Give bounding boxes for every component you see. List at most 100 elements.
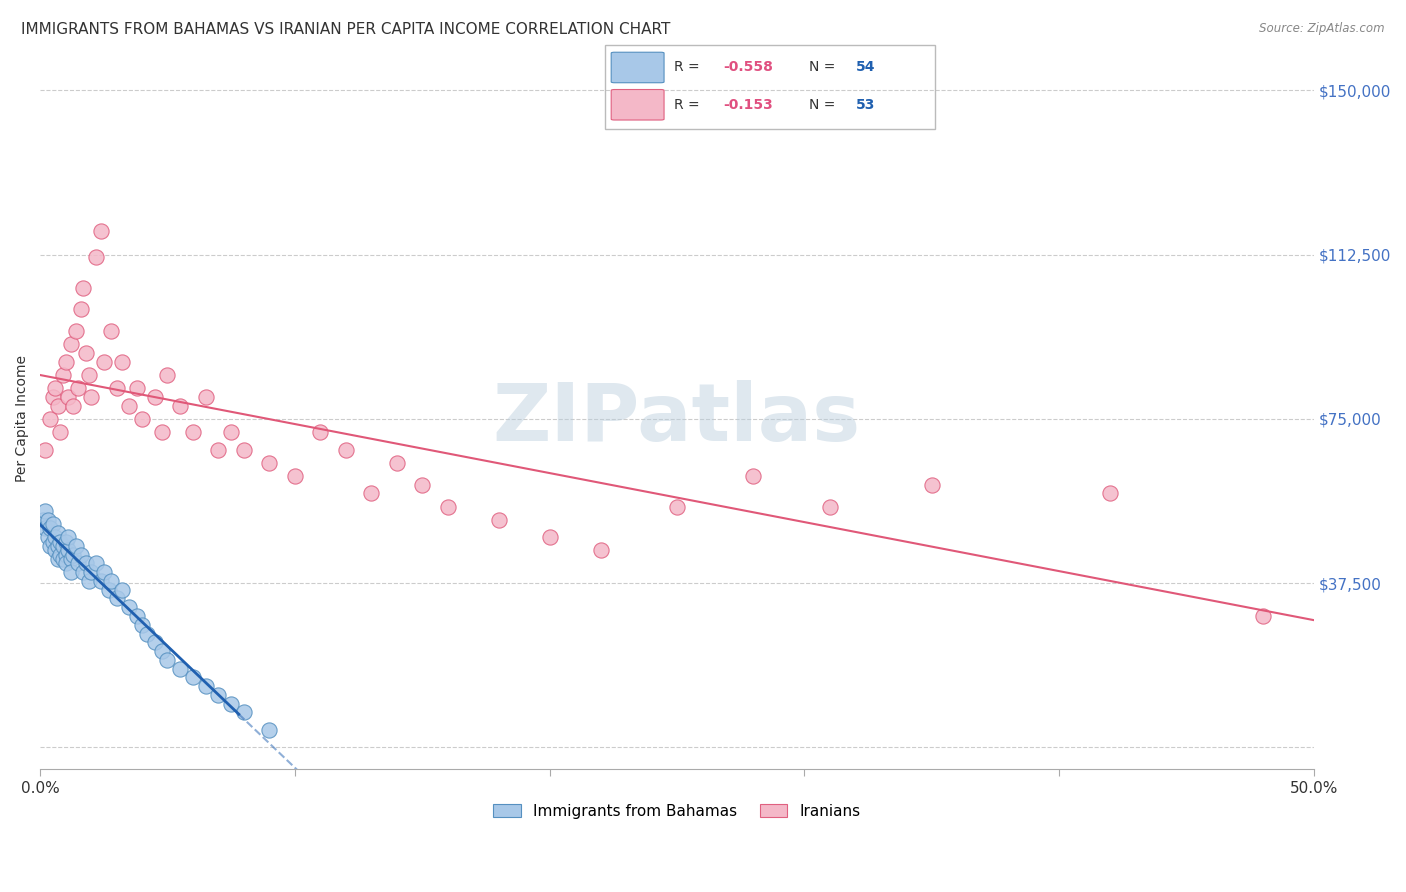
FancyBboxPatch shape [612, 89, 664, 120]
Text: N =: N = [810, 61, 841, 74]
Point [207, 688, 229, 702]
Point [136, 626, 159, 640]
Point [309, 425, 332, 439]
Point [77, 574, 100, 588]
Point [44, 543, 66, 558]
Point [665, 500, 688, 514]
Point [55, 548, 77, 562]
Point [194, 679, 217, 693]
Point [46, 399, 69, 413]
Point [56, 390, 79, 404]
Point [125, 381, 148, 395]
Point [67, 381, 90, 395]
Text: Source: ZipAtlas.com: Source: ZipAtlas.com [1260, 22, 1385, 36]
Point [742, 468, 765, 483]
Point [52, 539, 75, 553]
Point [49, 425, 72, 439]
Point [118, 600, 141, 615]
Point [259, 456, 281, 470]
Point [49, 548, 72, 562]
Point [84, 557, 107, 571]
Point [42, 516, 65, 531]
Point [42, 390, 65, 404]
Point [100, 574, 122, 588]
Point [44, 530, 66, 544]
Text: R =: R = [673, 61, 704, 74]
Point [37, 530, 59, 544]
Point [84, 250, 107, 264]
Text: -0.153: -0.153 [724, 98, 773, 112]
Point [80, 390, 103, 404]
Point [62, 399, 84, 413]
Point [538, 530, 561, 544]
Point [70, 302, 93, 317]
Point [93, 565, 115, 579]
Point [259, 723, 281, 737]
Point [80, 565, 103, 579]
Point [44, 381, 66, 395]
Text: N =: N = [810, 98, 841, 112]
Point [131, 617, 153, 632]
Text: 53: 53 [856, 98, 875, 112]
Point [100, 324, 122, 338]
Text: -0.558: -0.558 [724, 61, 773, 74]
Text: 54: 54 [856, 61, 875, 74]
Point [1251, 609, 1274, 624]
Text: ZIPatlas: ZIPatlas [494, 380, 860, 458]
Point [93, 355, 115, 369]
Point [156, 653, 179, 667]
Point [219, 425, 242, 439]
Point [143, 390, 166, 404]
Text: IMMIGRANTS FROM BAHAMAS VS IRANIAN PER CAPITA INCOME CORRELATION CHART: IMMIGRANTS FROM BAHAMAS VS IRANIAN PER C… [21, 22, 671, 37]
Point [488, 513, 510, 527]
Point [39, 539, 62, 553]
Text: R =: R = [673, 98, 704, 112]
Point [34, 442, 56, 457]
Point [150, 425, 173, 439]
Point [59, 337, 82, 351]
Point [46, 525, 69, 540]
Point [72, 565, 94, 579]
Point [105, 381, 128, 395]
Point [181, 425, 204, 439]
Point [52, 368, 75, 383]
Point [105, 591, 128, 606]
Point [75, 557, 97, 571]
Point [436, 500, 458, 514]
Point [150, 644, 173, 658]
Point [31, 513, 53, 527]
Point [125, 609, 148, 624]
Point [111, 582, 134, 597]
Point [67, 557, 90, 571]
Legend: Immigrants from Bahamas, Iranians: Immigrants from Bahamas, Iranians [486, 797, 868, 825]
Point [59, 565, 82, 579]
Point [55, 534, 77, 549]
Point [194, 390, 217, 404]
Point [818, 500, 841, 514]
Point [219, 697, 242, 711]
Point [111, 355, 134, 369]
Point [75, 346, 97, 360]
Point [65, 324, 87, 338]
FancyBboxPatch shape [612, 53, 664, 83]
Point [207, 442, 229, 457]
Point [232, 442, 254, 457]
Point [90, 223, 112, 237]
Point [385, 456, 408, 470]
Point [1098, 486, 1121, 500]
Point [56, 543, 79, 558]
Point [34, 521, 56, 535]
Point [62, 548, 84, 562]
Point [97, 582, 120, 597]
Point [118, 399, 141, 413]
Point [37, 513, 59, 527]
Point [46, 539, 69, 553]
Point [143, 635, 166, 649]
Point [232, 706, 254, 720]
Y-axis label: Per Capita Income: Per Capita Income [15, 355, 30, 483]
Point [156, 368, 179, 383]
Point [49, 534, 72, 549]
Point [181, 670, 204, 684]
Point [39, 412, 62, 426]
Point [77, 368, 100, 383]
